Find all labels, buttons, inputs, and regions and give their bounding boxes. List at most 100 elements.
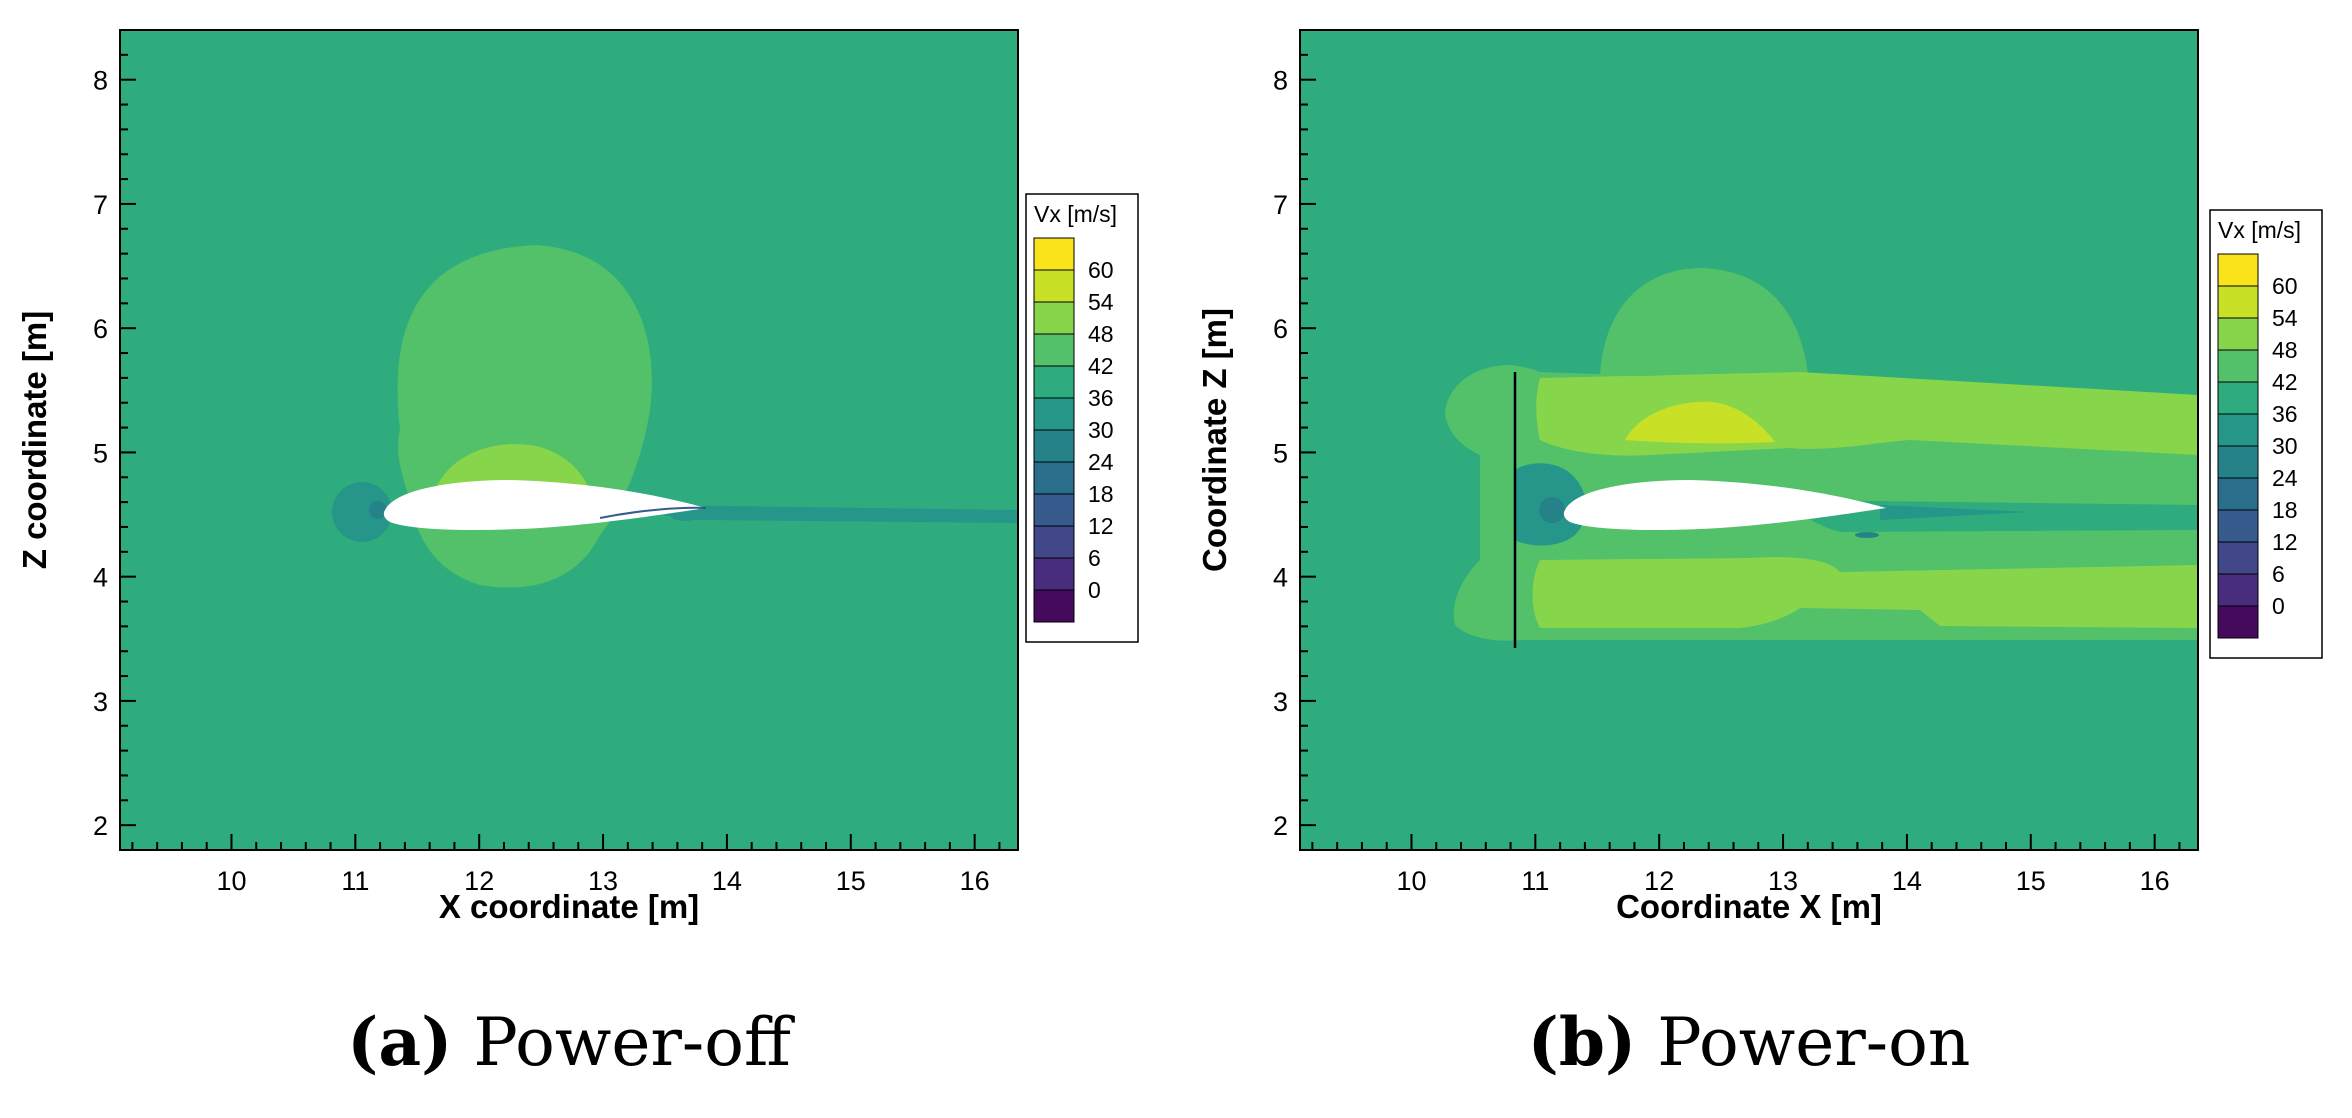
panel-a-x-tick-label: 14 bbox=[712, 866, 742, 896]
panel-b-legend-label: 54 bbox=[2272, 305, 2298, 331]
panel-b-legend-label: 48 bbox=[2272, 337, 2298, 363]
panel-b-legend-label: 42 bbox=[2272, 369, 2298, 395]
panel-b-x-axis-title: Coordinate X [m] bbox=[1616, 888, 1882, 925]
panel-b-x-tick-label: 12 bbox=[1644, 866, 1674, 896]
panel-b-caption: (b) Power-on bbox=[1528, 1003, 1971, 1081]
panel-b-y-tick-label: 8 bbox=[1273, 66, 1288, 96]
panel-b-y-tick-label: 6 bbox=[1273, 314, 1288, 344]
panel-b-contour-48-lower-mid bbox=[1820, 538, 2198, 555]
panel-a-legend-swatch bbox=[1034, 462, 1074, 494]
panel-a-legend-label: 42 bbox=[1088, 353, 1114, 379]
panel-b-x-tick-label: 13 bbox=[1768, 866, 1798, 896]
panel-b-legend-swatch bbox=[2218, 382, 2258, 414]
panel-a-x-tick-label: 16 bbox=[960, 866, 990, 896]
panel-b-y-tick-label: 2 bbox=[1273, 811, 1288, 841]
panel-a-y-tick-label: 3 bbox=[93, 687, 108, 717]
panel-b-caption-letter: (b) bbox=[1528, 1003, 1637, 1081]
panel-b-legend-swatch bbox=[2218, 350, 2258, 382]
panel-a-caption-text: Power-off bbox=[473, 1004, 795, 1081]
panel-a-contour-54-peak bbox=[435, 444, 590, 492]
panel-a-legend-swatch bbox=[1034, 270, 1074, 302]
panel-a-plot-frame bbox=[119, 29, 1019, 851]
panel-a-legend-label: 0 bbox=[1088, 577, 1101, 603]
panel-a-x-tick-label: 13 bbox=[588, 866, 618, 896]
panel-a-power-off: 10 11 12 13 14 15 16 2 3 4 5 6 7 8 X coordinate [m] Z… bbox=[16, 29, 1019, 925]
panel-b-plot-frame bbox=[1299, 29, 2199, 851]
panel-a-legend-swatch bbox=[1034, 334, 1074, 366]
panel-a-y-tick-label: 2 bbox=[93, 811, 108, 841]
panel-a-legend-swatch bbox=[1034, 526, 1074, 558]
panel-b-x-tick-label: 11 bbox=[1521, 866, 1549, 896]
panel-b-x-tick-label: 14 bbox=[1892, 866, 1922, 896]
panel-b-y-tick-label: 7 bbox=[1273, 190, 1288, 220]
panel-a-axes: 10 11 12 13 14 15 16 2 3 4 5 6 7 8 bbox=[93, 29, 1001, 896]
panel-a-y-tick-label: 7 bbox=[93, 190, 108, 220]
panel-a-y-axis-title: Z coordinate [m] bbox=[16, 311, 53, 570]
panel-b-legend-swatch bbox=[2218, 478, 2258, 510]
panel-a-legend-label: 54 bbox=[1088, 289, 1114, 315]
panel-a-contour-30-stagnation bbox=[369, 501, 387, 519]
panel-a-legend-swatch bbox=[1034, 558, 1074, 590]
panel-a-airfoil bbox=[383, 480, 706, 530]
panel-b-legend-swatch bbox=[2218, 446, 2258, 478]
panel-a-x-tick-label: 11 bbox=[341, 866, 369, 896]
panel-a-x-tick-label: 12 bbox=[464, 866, 494, 896]
panel-b-y-tick-label: 5 bbox=[1273, 438, 1288, 468]
panel-b-contour-60-peak bbox=[1625, 401, 1775, 444]
panel-b-y-axis-title: Coordinate Z [m] bbox=[1196, 308, 1233, 572]
panel-a-legend-swatch bbox=[1034, 238, 1074, 270]
panel-b-contour-30-stagnation bbox=[1539, 497, 1565, 523]
panel-a-contour-36-stagnation bbox=[332, 482, 392, 542]
panel-b-caption-text: Power-on bbox=[1657, 1004, 1970, 1081]
panel-b-y-tick-label: 3 bbox=[1273, 687, 1288, 717]
panel-b-legend-label: 0 bbox=[2272, 593, 2285, 619]
panel-b-contour-48-mid-channel bbox=[1830, 458, 2198, 478]
panel-a-legend-label: 30 bbox=[1088, 417, 1114, 443]
panel-a-legend-swatch bbox=[1034, 366, 1074, 398]
panel-b-legend-label: 36 bbox=[2272, 401, 2298, 427]
panel-a-legend-swatch bbox=[1034, 430, 1074, 462]
panel-b-legend-label: 30 bbox=[2272, 433, 2298, 459]
panel-b-x-tick-label: 16 bbox=[2140, 866, 2170, 896]
panel-b-y-tick-label: 4 bbox=[1273, 563, 1288, 593]
panel-a-contour-36-wake bbox=[650, 505, 1018, 523]
panel-a-y-tick-label: 6 bbox=[93, 314, 108, 344]
panel-a-legend-label: 60 bbox=[1088, 257, 1114, 283]
panel-a-y-tick-label: 8 bbox=[93, 66, 108, 96]
panel-a-legend-label: 24 bbox=[1088, 449, 1114, 475]
panel-b-x-tick-label: 15 bbox=[2016, 866, 2046, 896]
panel-b-contour-54-lower-jet bbox=[1532, 557, 2198, 628]
panel-a-legend-label: 48 bbox=[1088, 321, 1114, 347]
panel-b-legend-label: 18 bbox=[2272, 497, 2298, 523]
panel-a-x-tick-label: 10 bbox=[216, 866, 246, 896]
panel-a-legend-swatch bbox=[1034, 590, 1074, 622]
panel-a-legend-label: 36 bbox=[1088, 385, 1114, 411]
panel-b-legend-swatch bbox=[2218, 542, 2258, 574]
panel-b-legend-title: Vx [m/s] bbox=[2218, 217, 2301, 243]
panel-b-axes: 10 11 12 13 14 15 16 2 3 4 5 6 7 8 bbox=[1273, 29, 2181, 896]
panel-a-legend-title: Vx [m/s] bbox=[1034, 201, 1117, 227]
panel-a-y-tick-label: 4 bbox=[93, 563, 108, 593]
panel-b-contours bbox=[1300, 30, 2198, 850]
panel-b-legend-swatch bbox=[2218, 318, 2258, 350]
panel-a-caption-letter: (a) bbox=[347, 1003, 452, 1081]
panel-a-legend-label: 12 bbox=[1088, 513, 1114, 539]
panel-a-x-axis-title: X coordinate [m] bbox=[439, 888, 699, 925]
panel-b-legend-swatch bbox=[2218, 254, 2258, 286]
panel-a-contours bbox=[120, 30, 1018, 850]
panel-b-legend-swatch bbox=[2218, 510, 2258, 542]
panel-a-airfoil-wake-line bbox=[599, 506, 707, 519]
panel-b-legend-swatch bbox=[2218, 286, 2258, 318]
panel-a-caption: (a) Power-off bbox=[347, 1003, 795, 1081]
panel-b-contour-36-wake bbox=[1880, 505, 2030, 520]
panel-b-contour-36-lower-spot bbox=[1855, 532, 1879, 538]
panel-b-x-tick-label: 10 bbox=[1396, 866, 1426, 896]
panel-b-airfoil bbox=[1563, 480, 1886, 530]
panel-a-legend-swatch bbox=[1034, 494, 1074, 526]
panel-b-power-on: 10 11 12 13 14 15 16 2 3 4 5 6 7 8 Coordinate X [m] C… bbox=[1196, 29, 2199, 925]
panel-a-legend-swatch bbox=[1034, 302, 1074, 334]
panel-a-legend-label: 18 bbox=[1088, 481, 1114, 507]
panel-b-legend-label: 24 bbox=[2272, 465, 2298, 491]
